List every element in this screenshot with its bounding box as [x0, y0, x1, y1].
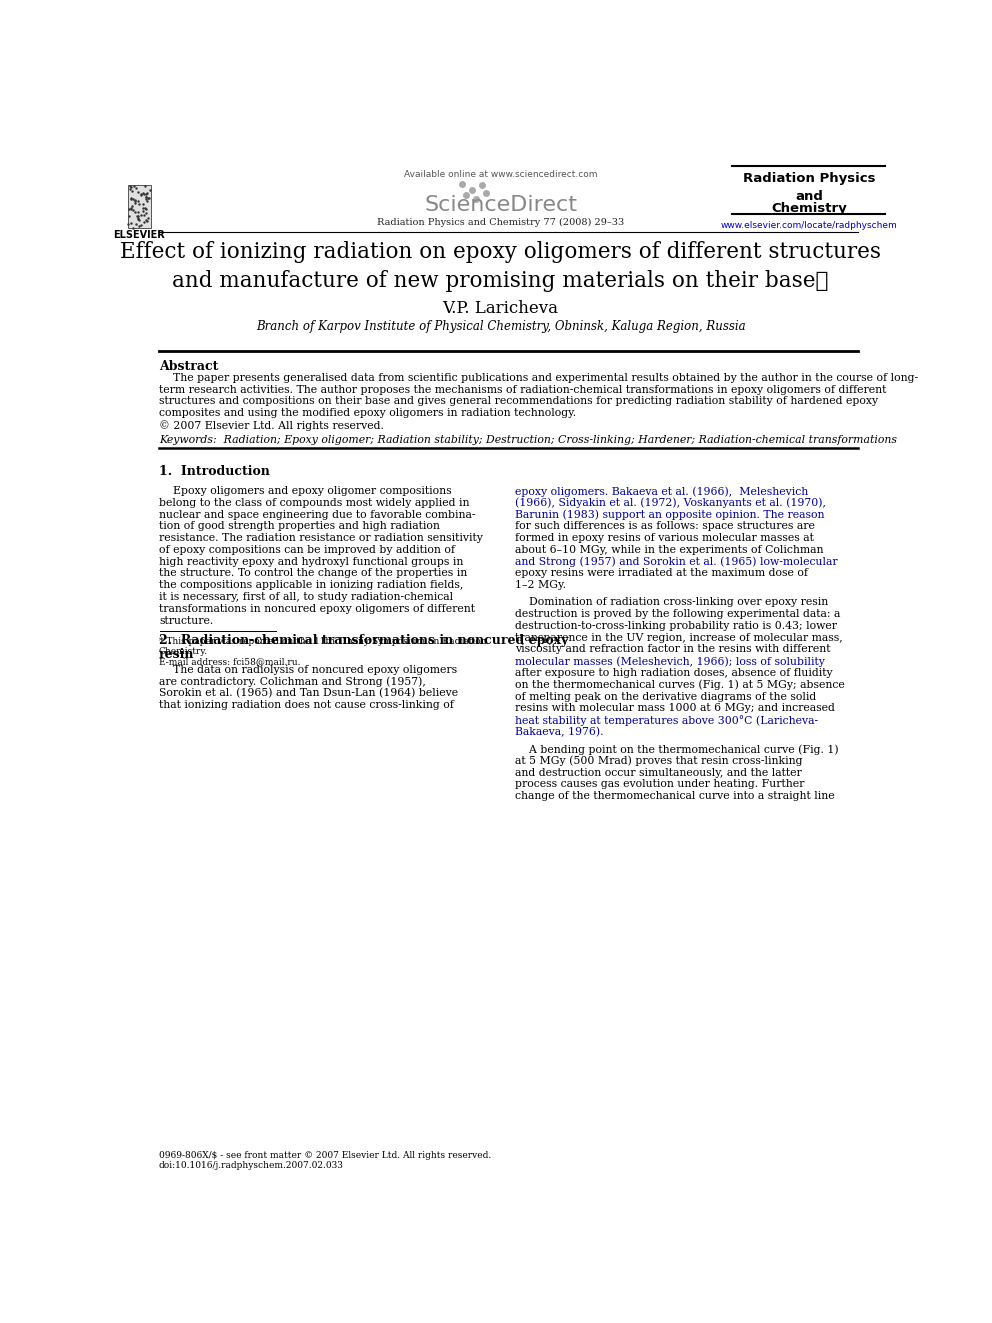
- Text: Barunin (1983) support an opposite opinion. The reason: Barunin (1983) support an opposite opini…: [516, 509, 825, 520]
- Text: 1–2 MGy.: 1–2 MGy.: [516, 581, 566, 590]
- Text: Available online at www.sciencedirect.com: Available online at www.sciencedirect.co…: [404, 169, 597, 179]
- Text: heat stability at temperatures above 300°C (Laricheva-: heat stability at temperatures above 300…: [516, 716, 818, 726]
- Text: Chemistry: Chemistry: [771, 202, 847, 214]
- Bar: [128, 185, 151, 228]
- Text: destruction-to-cross-linking probability ratio is 0.43; lower: destruction-to-cross-linking probability…: [516, 620, 837, 631]
- Text: Chemistry.: Chemistry.: [159, 647, 208, 656]
- Text: Keywords:  Radiation; Epoxy oligomer; Radiation stability; Destruction; Cross-li: Keywords: Radiation; Epoxy oligomer; Rad…: [159, 435, 897, 445]
- Text: are contradictory. Colichman and Strong (1957),: are contradictory. Colichman and Strong …: [159, 676, 426, 687]
- Text: resins with molecular mass 1000 at 6 MGy; and increased: resins with molecular mass 1000 at 6 MGy…: [516, 704, 835, 713]
- Text: structure.: structure.: [159, 615, 213, 626]
- Text: doi:10.1016/j.radphyschem.2007.02.033: doi:10.1016/j.radphyschem.2007.02.033: [159, 1162, 344, 1171]
- Text: composites and using the modified epoxy oligomers in radiation technology.: composites and using the modified epoxy …: [159, 409, 576, 418]
- Text: www.elsevier.com/locate/radphyschem: www.elsevier.com/locate/radphyschem: [721, 221, 898, 230]
- Text: Radiation Physics: Radiation Physics: [743, 172, 875, 185]
- Text: tion of good strength properties and high radiation: tion of good strength properties and hig…: [159, 521, 439, 532]
- Text: of epoxy compositions can be improved by addition of: of epoxy compositions can be improved by…: [159, 545, 455, 554]
- Text: ELSEVIER: ELSEVIER: [114, 230, 166, 241]
- Text: nuclear and space engineering due to favorable combina-: nuclear and space engineering due to fav…: [159, 509, 475, 520]
- Text: process causes gas evolution under heating. Further: process causes gas evolution under heati…: [516, 779, 805, 790]
- Text: that ionizing radiation does not cause cross-linking of: that ionizing radiation does not cause c…: [159, 700, 453, 710]
- Text: about 6–10 MGy, while in the experiments of Colichman: about 6–10 MGy, while in the experiments…: [516, 545, 824, 554]
- Text: (1966), Sidyakin et al. (1972), Voskanyants et al. (1970),: (1966), Sidyakin et al. (1972), Voskanya…: [516, 497, 826, 508]
- Text: belong to the class of compounds most widely applied in: belong to the class of compounds most wi…: [159, 497, 469, 508]
- Text: and Strong (1957) and Sorokin et al. (1965) low-molecular: and Strong (1957) and Sorokin et al. (19…: [516, 557, 838, 568]
- Text: molecular masses (Meleshevich, 1966); loss of solubility: molecular masses (Meleshevich, 1966); lo…: [516, 656, 825, 667]
- Text: of melting peak on the derivative diagrams of the solid: of melting peak on the derivative diagra…: [516, 692, 816, 701]
- Text: and manufacture of new promising materials on their base☆: and manufacture of new promising materia…: [173, 270, 829, 291]
- Text: structures and compositions on their base and gives general recommendations for : structures and compositions on their bas…: [159, 397, 878, 406]
- Text: destruction is proved by the following experimental data: a: destruction is proved by the following e…: [516, 609, 841, 619]
- Text: © 2007 Elsevier Ltd. All rights reserved.: © 2007 Elsevier Ltd. All rights reserved…: [159, 419, 384, 431]
- Text: and: and: [796, 189, 823, 202]
- Text: transparence in the UV region, increase of molecular mass,: transparence in the UV region, increase …: [516, 632, 843, 643]
- Text: A bending point on the thermomechanical curve (Fig. 1): A bending point on the thermomechanical …: [516, 744, 839, 754]
- Text: Radiation Physics and Chemistry 77 (2008) 29–33: Radiation Physics and Chemistry 77 (2008…: [377, 218, 624, 228]
- Text: formed in epoxy resins of various molecular masses at: formed in epoxy resins of various molecu…: [516, 533, 814, 544]
- Text: Abstract: Abstract: [159, 360, 218, 373]
- Text: term research activities. The author proposes the mechanisms of radiation-chemic: term research activities. The author pro…: [159, 385, 886, 394]
- Text: epoxy resins were irradiated at the maximum dose of: epoxy resins were irradiated at the maxi…: [516, 569, 808, 578]
- Text: 2.  Radiation-chemical transformations in noncured epoxy: 2. Radiation-chemical transformations in…: [159, 634, 568, 647]
- Text: * This paper was reported on the 11th Tihany Symposium on Radiation: * This paper was reported on the 11th Ti…: [159, 636, 486, 646]
- Text: resistance. The radiation resistance or radiation sensitivity: resistance. The radiation resistance or …: [159, 533, 483, 544]
- Text: transformations in noncured epoxy oligomers of different: transformations in noncured epoxy oligom…: [159, 603, 475, 614]
- Text: after exposure to high radiation doses, absence of fluidity: after exposure to high radiation doses, …: [516, 668, 833, 677]
- Text: high reactivity epoxy and hydroxyl functional groups in: high reactivity epoxy and hydroxyl funct…: [159, 557, 463, 566]
- Text: the compositions applicable in ionizing radiation fields,: the compositions applicable in ionizing …: [159, 581, 463, 590]
- Text: Sorokin et al. (1965) and Tan Dsun-Lan (1964) believe: Sorokin et al. (1965) and Tan Dsun-Lan (…: [159, 688, 458, 699]
- Text: Bakaeva, 1976).: Bakaeva, 1976).: [516, 726, 604, 737]
- Text: Epoxy oligomers and epoxy oligomer compositions: Epoxy oligomers and epoxy oligomer compo…: [159, 486, 451, 496]
- Text: for such differences is as follows: space structures are: for such differences is as follows: spac…: [516, 521, 815, 532]
- Text: change of the thermomechanical curve into a straight line: change of the thermomechanical curve int…: [516, 791, 835, 802]
- Text: E-mail address: fci58@mail.ru.: E-mail address: fci58@mail.ru.: [159, 658, 301, 667]
- Text: on the thermomechanical curves (Fig. 1) at 5 MGy; absence: on the thermomechanical curves (Fig. 1) …: [516, 680, 845, 691]
- Text: Domination of radiation cross-linking over epoxy resin: Domination of radiation cross-linking ov…: [516, 598, 828, 607]
- Text: it is necessary, first of all, to study radiation-chemical: it is necessary, first of all, to study …: [159, 591, 453, 602]
- Text: the structure. To control the change of the properties in: the structure. To control the change of …: [159, 569, 467, 578]
- Text: at 5 MGy (500 Mrad) proves that resin cross-linking: at 5 MGy (500 Mrad) proves that resin cr…: [516, 755, 803, 766]
- Text: V.P. Laricheva: V.P. Laricheva: [442, 300, 558, 316]
- Text: Branch of Karpov Institute of Physical Chemistry, Obninsk, Kaluga Region, Russia: Branch of Karpov Institute of Physical C…: [256, 320, 745, 333]
- Text: 0969-806X/$ - see front matter © 2007 Elsevier Ltd. All rights reserved.: 0969-806X/$ - see front matter © 2007 El…: [159, 1151, 491, 1160]
- Text: The data on radiolysis of noncured epoxy oligomers: The data on radiolysis of noncured epoxy…: [159, 664, 457, 675]
- Text: Effect of ionizing radiation on epoxy oligomers of different structures: Effect of ionizing radiation on epoxy ol…: [120, 241, 881, 263]
- Text: and destruction occur simultaneously, and the latter: and destruction occur simultaneously, an…: [516, 767, 803, 778]
- Text: resin: resin: [159, 648, 194, 660]
- Text: viscosity and refraction factor in the resins with different: viscosity and refraction factor in the r…: [516, 644, 831, 655]
- Text: The paper presents generalised data from scientific publications and experimenta: The paper presents generalised data from…: [159, 373, 918, 382]
- Text: ScienceDirect: ScienceDirect: [425, 194, 577, 214]
- Text: epoxy oligomers. Bakaeva et al. (1966),  Meleshevich: epoxy oligomers. Bakaeva et al. (1966), …: [516, 486, 808, 496]
- Text: 1.  Introduction: 1. Introduction: [159, 466, 270, 478]
